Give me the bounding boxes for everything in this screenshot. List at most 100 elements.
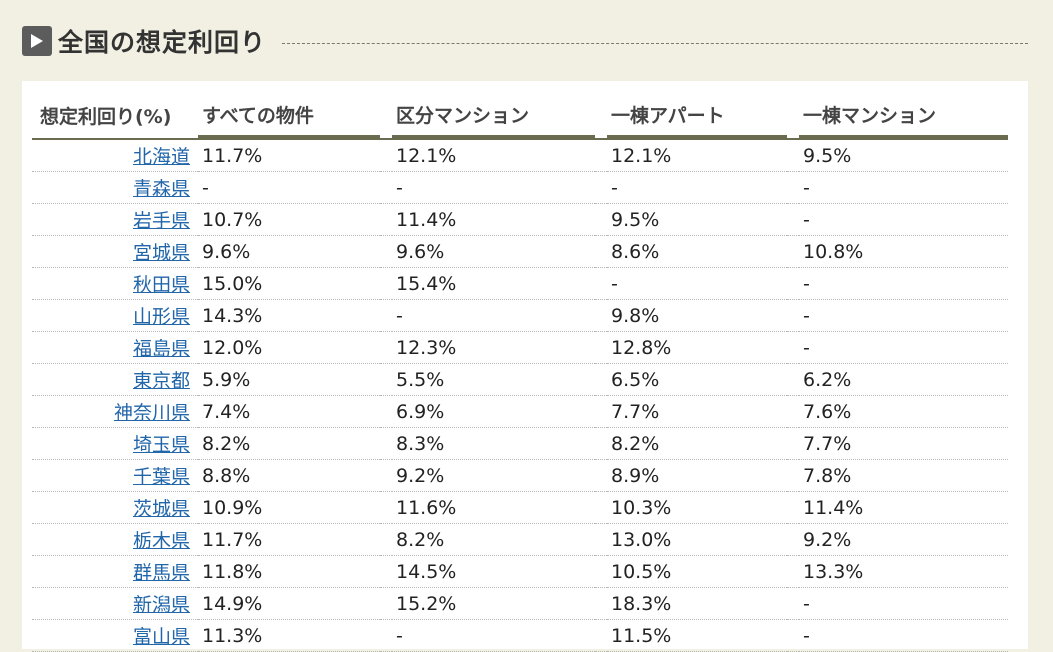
prefecture-cell: 宮城県 — [32, 236, 198, 268]
prefecture-link[interactable]: 東京都 — [132, 370, 190, 392]
yield-all-cell: 8.8% — [198, 460, 380, 492]
prefecture-link[interactable]: 神奈川県 — [113, 402, 190, 424]
yield-all-cell: 11.7% — [198, 524, 380, 556]
yield-apartment-cell: 12.1% — [607, 140, 787, 172]
table-row: 北海道 11.7% 12.1% 12.1% 9.5% — [32, 140, 1008, 172]
prefecture-cell: 北海道 — [32, 140, 198, 172]
yield-condo-unit-cell: 6.9% — [392, 396, 595, 428]
table-header-row: 想定利回り(%) すべての物件 区分マンション 一棟アパート 一棟マンション — [32, 93, 1008, 138]
yield-condo-unit-cell: - — [392, 172, 595, 204]
yield-apartment-cell: 8.9% — [607, 460, 787, 492]
yield-apartment-cell: 10.3% — [607, 492, 787, 524]
prefecture-link[interactable]: 宮城県 — [132, 242, 190, 264]
yield-condo-unit-cell: 12.1% — [392, 140, 595, 172]
yield-apartment-cell: - — [607, 268, 787, 300]
column-header-all-properties: すべての物件 — [198, 93, 380, 138]
yield-all-cell: - — [198, 172, 380, 204]
yield-all-cell: 15.0% — [198, 268, 380, 300]
yield-mansion-cell: - — [799, 332, 1008, 364]
prefecture-link[interactable]: 群馬県 — [132, 562, 190, 584]
table-row: 新潟県 14.9% 15.2% 18.3% - — [32, 588, 1008, 620]
yield-mansion-cell: - — [799, 620, 1008, 652]
prefecture-link[interactable]: 栃木県 — [132, 530, 190, 552]
prefecture-cell: 福島県 — [32, 332, 198, 364]
yield-mansion-cell: 10.8% — [799, 236, 1008, 268]
prefecture-link[interactable]: 秋田県 — [132, 274, 190, 296]
yield-mansion-cell: 6.2% — [799, 364, 1008, 396]
yield-all-cell: 12.0% — [198, 332, 380, 364]
yield-mansion-cell: - — [799, 268, 1008, 300]
table-row: 茨城県 10.9% 11.6% 10.3% 11.4% — [32, 492, 1008, 524]
prefecture-link[interactable]: 新潟県 — [132, 594, 190, 616]
yield-all-cell: 14.9% — [198, 588, 380, 620]
prefecture-cell: 栃木県 — [32, 524, 198, 556]
yield-table: 想定利回り(%) すべての物件 区分マンション 一棟アパート 一棟マンション 北… — [32, 93, 1008, 652]
yield-condo-unit-cell: 5.5% — [392, 364, 595, 396]
play-icon — [22, 26, 52, 56]
yield-apartment-cell: 8.2% — [607, 428, 787, 460]
prefecture-link[interactable]: 富山県 — [132, 626, 190, 648]
yield-apartment-cell: 11.5% — [607, 620, 787, 652]
prefecture-cell: 山形県 — [32, 300, 198, 332]
table-row: 群馬県 11.8% 14.5% 10.5% 13.3% — [32, 556, 1008, 588]
table-row: 福島県 12.0% 12.3% 12.8% - — [32, 332, 1008, 364]
prefecture-cell: 群馬県 — [32, 556, 198, 588]
yield-mansion-cell: - — [799, 588, 1008, 620]
yield-apartment-cell: 9.5% — [607, 204, 787, 236]
yield-condo-unit-cell: 8.2% — [392, 524, 595, 556]
yield-all-cell: 5.9% — [198, 364, 380, 396]
table-row: 栃木県 11.7% 8.2% 13.0% 9.2% — [32, 524, 1008, 556]
table-row: 山形県 14.3% -9.8% - — [32, 300, 1008, 332]
table-body: 北海道 11.7% 12.1% 12.1% 9.5% 青森県 - - - - 岩手県 10.7% 11.… — [32, 140, 1008, 652]
yield-all-cell: 11.3% — [198, 620, 380, 652]
prefecture-link[interactable]: 北海道 — [132, 146, 190, 168]
prefecture-link[interactable]: 岩手県 — [132, 210, 190, 232]
yield-condo-unit-cell: 14.5% — [392, 556, 595, 588]
yield-mansion-cell: 7.8% — [799, 460, 1008, 492]
table-row: 宮城県 9.6% 9.6% 8.6% 10.8% — [32, 236, 1008, 268]
prefecture-link[interactable]: 茨城県 — [132, 498, 190, 520]
prefecture-link[interactable]: 山形県 — [132, 306, 190, 328]
yield-condo-unit-cell: 9.6% — [392, 236, 595, 268]
prefecture-cell: 東京都 — [32, 364, 198, 396]
prefecture-cell: 埼玉県 — [32, 428, 198, 460]
yield-apartment-cell: 10.5% — [607, 556, 787, 588]
section-title: 全国の想定利回り — [58, 28, 267, 57]
table-row: 千葉県 8.8% 9.2% 8.9% 7.8% — [32, 460, 1008, 492]
prefecture-cell: 茨城県 — [32, 492, 198, 524]
yield-mansion-cell: 9.2% — [799, 524, 1008, 556]
yield-mansion-cell: - — [799, 204, 1008, 236]
yield-apartment-cell: 9.8% — [607, 300, 787, 332]
yield-apartment-cell: 12.8% — [607, 332, 787, 364]
yield-mansion-cell: 11.4% — [799, 492, 1008, 524]
prefecture-link[interactable]: 埼玉県 — [132, 434, 190, 456]
yield-apartment-cell: 8.6% — [607, 236, 787, 268]
table-row: 埼玉県 8.2% 8.3% 8.2% 7.7% — [32, 428, 1008, 460]
yield-apartment-cell: 7.7% — [607, 396, 787, 428]
yield-all-cell: 10.7% — [198, 204, 380, 236]
prefecture-link[interactable]: 福島県 — [132, 338, 190, 360]
prefecture-link[interactable]: 青森県 — [132, 178, 190, 200]
table-row: 東京都 5.9% 5.5% 6.5% 6.2% — [32, 364, 1008, 396]
column-header-mansion-building: 一棟マンション — [799, 93, 1008, 138]
prefecture-cell: 秋田県 — [32, 268, 198, 300]
yield-condo-unit-cell: - — [392, 300, 595, 332]
table-row: 青森県 - - - - — [32, 172, 1008, 204]
yield-apartment-cell: 6.5% — [607, 364, 787, 396]
yield-condo-unit-cell: 15.2% — [392, 588, 595, 620]
column-header-yield: 想定利回り(%) — [40, 106, 172, 128]
yield-mansion-cell: 7.7% — [799, 428, 1008, 460]
yield-all-cell: 14.3% — [198, 300, 380, 332]
yield-condo-unit-cell: 8.3% — [392, 428, 595, 460]
yield-mansion-cell: 9.5% — [799, 140, 1008, 172]
table-row: 秋田県 15.0% 15.4% - - — [32, 268, 1008, 300]
prefecture-cell: 岩手県 — [32, 204, 198, 236]
yield-all-cell: 9.6% — [198, 236, 380, 268]
prefecture-link[interactable]: 千葉県 — [132, 466, 190, 488]
yield-apartment-cell: 13.0% — [607, 524, 787, 556]
yield-all-cell: 11.8% — [198, 556, 380, 588]
dashed-divider — [282, 42, 1028, 44]
yield-condo-unit-cell: 9.2% — [392, 460, 595, 492]
yield-all-cell: 8.2% — [198, 428, 380, 460]
yield-condo-unit-cell: 11.4% — [392, 204, 595, 236]
